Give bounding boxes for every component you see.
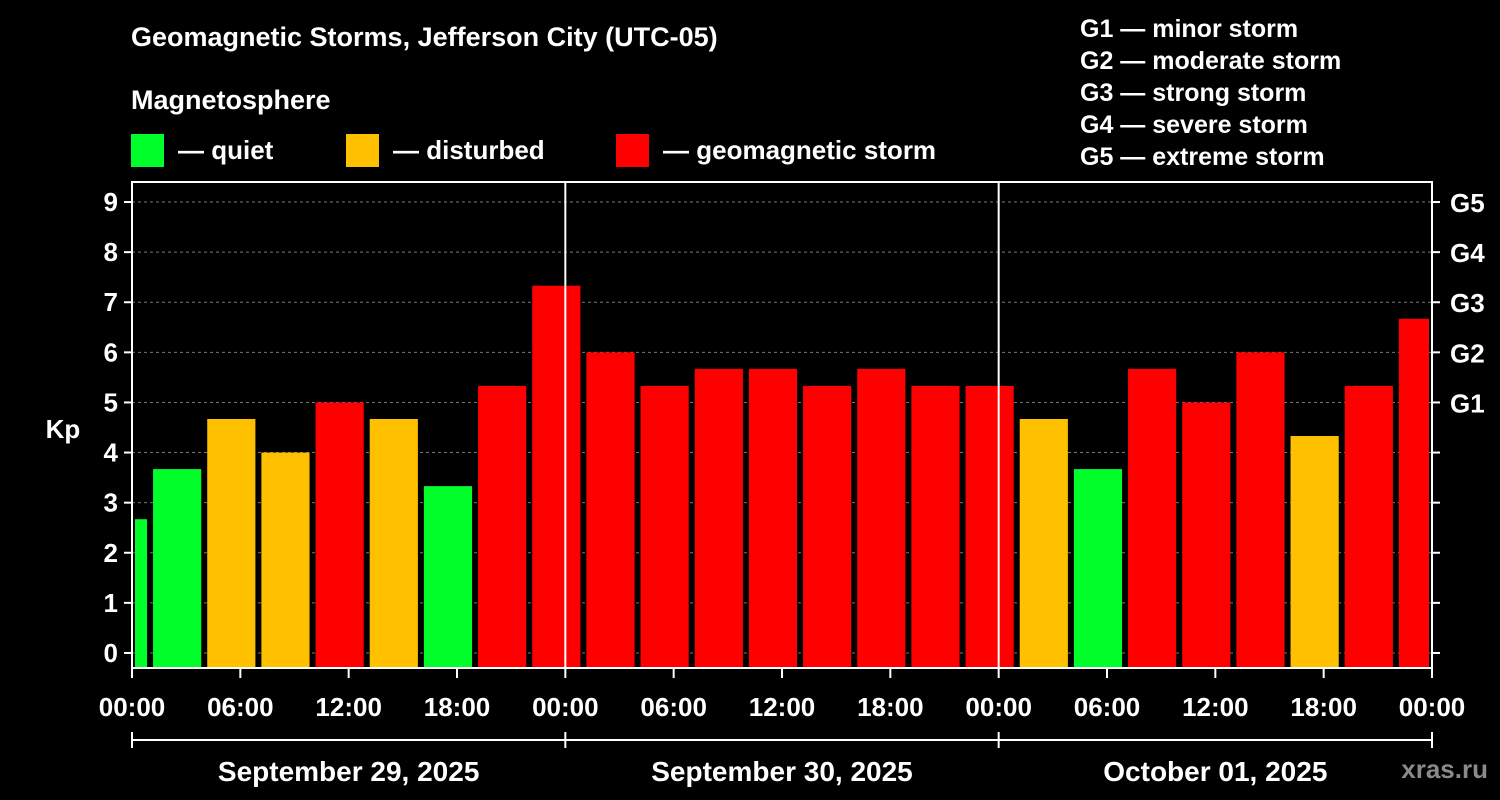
kp-bar (1019, 418, 1068, 668)
legend-swatch-quiet (131, 133, 164, 167)
kp-bar (153, 469, 202, 668)
legend-label-storm: — geomagnetic storm (663, 134, 937, 165)
g-scale-label: G2 (1450, 338, 1485, 368)
kp-bar (135, 519, 148, 668)
g-scale-label: G1 (1450, 388, 1485, 418)
legend-label-quiet: — quiet (178, 134, 274, 165)
y-tick-label: 4 (104, 438, 119, 468)
kp-bar (261, 452, 310, 668)
storm-scale-g5: G5 — extreme storm (1080, 143, 1325, 171)
kp-bar (965, 385, 1014, 668)
y-tick-label: 5 (104, 387, 118, 417)
storm-scale-g2: G2 — moderate storm (1080, 47, 1342, 75)
storm-scale-legend: G1 — minor storm G2 — moderate storm G3 … (1080, 13, 1341, 173)
y-tick-label: 1 (104, 588, 118, 618)
kp-bar (315, 402, 364, 668)
kp-bar (640, 385, 689, 668)
x-tick-label: 06:00 (640, 692, 707, 722)
storm-scale-g4: G4 — severe storm (1080, 111, 1308, 139)
legend-label-disturbed: — disturbed (393, 134, 545, 165)
x-tick-label: 18:00 (424, 692, 491, 722)
credit-watermark: xras.ru (1401, 754, 1488, 784)
g-scale-label: G3 (1450, 288, 1485, 318)
chart-title: Geomagnetic Storms, Jefferson City (UTC-… (131, 22, 718, 52)
kp-bar (586, 352, 635, 668)
kp-bar (803, 385, 852, 668)
kp-bar (694, 368, 743, 668)
x-tick-label: 00:00 (965, 692, 1032, 722)
g-scale-label: G4 (1450, 238, 1485, 268)
kp-bar (423, 486, 473, 668)
day-label: September 30, 2025 (651, 756, 913, 787)
legend-swatch-storm (616, 133, 649, 167)
y-tick-label: 7 (104, 287, 118, 317)
x-tick-label: 00:00 (99, 692, 166, 722)
kp-bar (1128, 368, 1177, 668)
y-tick-label: 6 (104, 337, 118, 367)
day-label: September 29, 2025 (218, 756, 480, 787)
kp-bar (1073, 469, 1123, 668)
x-tick-label: 18:00 (857, 692, 924, 722)
x-tick-label: 06:00 (1074, 692, 1141, 722)
kp-bar (478, 385, 527, 668)
x-tick-label: 12:00 (749, 692, 816, 722)
x-tick-label: 00:00 (532, 692, 599, 722)
x-tick-label: 12:00 (1182, 692, 1249, 722)
legend-item-storm: — geomagnetic storm (616, 133, 936, 167)
kp-bar (1290, 436, 1339, 668)
legend-item-disturbed: — disturbed (346, 133, 545, 167)
storm-scale-g3: G3 — strong storm (1080, 79, 1307, 107)
storm-scale-g1: G1 — minor storm (1080, 15, 1299, 43)
g-scale-label: G5 (1450, 188, 1485, 218)
kp-bar (1182, 402, 1231, 668)
x-tick-label: 06:00 (207, 692, 274, 722)
kp-bar (369, 418, 418, 668)
kp-bar (1236, 352, 1285, 668)
kp-bar (857, 368, 906, 668)
y-axis-label: Kp (46, 414, 81, 444)
x-tick-label: 00:00 (1399, 692, 1466, 722)
day-label: October 01, 2025 (1103, 756, 1327, 787)
kp-bar (1344, 385, 1393, 668)
legend-item-quiet: — quiet (131, 133, 273, 167)
kp-bar (748, 368, 798, 668)
y-tick-label: 8 (104, 237, 118, 267)
kp-bar (532, 285, 581, 668)
y-tick-label: 2 (104, 538, 118, 568)
y-tick-label: 9 (104, 187, 118, 217)
x-tick-label: 18:00 (1290, 692, 1357, 722)
magnetosphere-title: Magnetosphere (131, 85, 331, 115)
y-tick-label: 0 (104, 638, 118, 668)
y-tick-label: 3 (104, 488, 118, 518)
legend-swatch-disturbed (346, 133, 379, 167)
kp-bar (207, 418, 256, 668)
x-tick-label: 12:00 (315, 692, 382, 722)
kp-bar (911, 385, 960, 668)
kp-bar (1398, 318, 1429, 668)
